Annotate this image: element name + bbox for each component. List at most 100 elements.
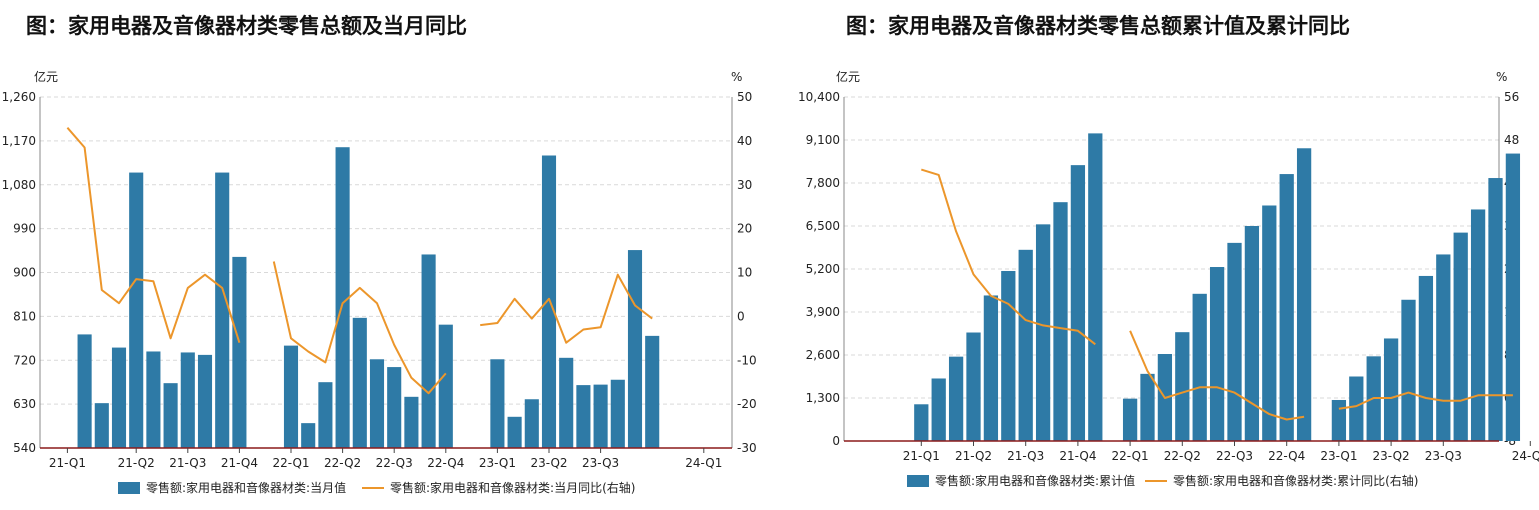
bar <box>1244 226 1260 441</box>
chart-title: 图：家用电器及音像器材类零售总额累计值及累计同比 <box>846 13 1350 38</box>
legend-swatch-bar <box>118 482 140 494</box>
bar <box>369 359 385 448</box>
bar <box>541 155 557 448</box>
bar <box>645 335 660 448</box>
y-tick-left: 3,900 <box>806 305 840 319</box>
x-tick-label: 22-Q4 <box>427 456 464 470</box>
x-tick-label: 23-Q1 <box>479 456 516 470</box>
chart-panel-monthly: 图：家用电器及音像器材类零售总额及当月同比 540 -30 630 -20 720 -10… <box>2 13 757 495</box>
bar <box>1070 165 1086 441</box>
line-series-segment <box>480 273 653 344</box>
x-tick-label: 22-Q2 <box>1164 449 1201 463</box>
bar <box>524 399 539 448</box>
y-tick-right: 40 <box>737 134 752 148</box>
y-tick-right: 50 <box>737 90 752 104</box>
x-tick-label: 22-Q3 <box>1216 449 1253 463</box>
x-tick-label: 23-Q2 <box>1373 449 1410 463</box>
bar <box>197 354 213 448</box>
y-tick-right: -20 <box>737 397 757 411</box>
bar <box>931 378 946 441</box>
bar <box>404 396 419 448</box>
x-tick-label: 21-Q2 <box>955 449 992 463</box>
y-tick-right: 10 <box>737 266 752 280</box>
y-tick-left: 7,800 <box>806 176 840 190</box>
bar <box>1053 202 1068 441</box>
y-tick-left: 5,200 <box>806 262 840 276</box>
bar <box>1453 232 1468 441</box>
bar <box>1436 254 1451 441</box>
y-tick-left: 0 <box>832 434 840 448</box>
bar <box>283 345 299 448</box>
y-tick-left: 1,300 <box>806 391 840 405</box>
bar <box>94 403 109 448</box>
x-tick-label: 22-Q3 <box>376 456 413 470</box>
y-tick-left: 10,400 <box>798 90 840 104</box>
bar <box>438 324 453 448</box>
x-tick-label: 24-Q1 <box>685 456 722 470</box>
bar <box>490 359 505 448</box>
y-unit-right: % <box>1496 70 1507 84</box>
bar <box>318 382 333 448</box>
line-series-segment <box>921 168 1096 346</box>
y-tick-left: 6,500 <box>806 219 840 233</box>
bar <box>559 357 574 448</box>
bar <box>1349 376 1364 441</box>
y-unit-left: 亿元 <box>34 69 58 84</box>
bar <box>1018 249 1033 441</box>
bar <box>111 347 127 448</box>
y-tick-left: 810 <box>13 309 36 323</box>
y-tick-left: 900 <box>13 266 36 280</box>
bar <box>1505 153 1521 442</box>
y-tick-left: 720 <box>13 353 36 367</box>
x-tick-label: 22-Q1 <box>1112 449 1149 463</box>
y-tick-left: 9,100 <box>806 133 840 147</box>
x-tick-label: 21-Q3 <box>169 456 206 470</box>
bar <box>232 256 247 448</box>
bar <box>335 147 350 448</box>
bar <box>1192 293 1207 441</box>
bar <box>1279 174 1294 442</box>
x-tick-label: 21-Q1 <box>903 449 940 463</box>
chart-title: 图：家用电器及音像器材类零售总额及当月同比 <box>26 13 467 38</box>
legend-swatch-bar <box>907 475 929 487</box>
y-tick-right: 30 <box>737 178 752 192</box>
y-tick-left: 1,170 <box>2 134 36 148</box>
y-tick-left: 1,260 <box>2 90 36 104</box>
x-tick-label: 21-Q2 <box>118 456 155 470</box>
x-tick-label: 22-Q4 <box>1268 449 1305 463</box>
x-tick-label: 23-Q3 <box>1425 449 1462 463</box>
bar <box>1488 178 1503 442</box>
bar <box>576 385 591 448</box>
bar <box>948 356 964 441</box>
y-unit-right: % <box>731 70 742 84</box>
y-tick-right: -30 <box>737 441 757 455</box>
y-tick-left: 990 <box>13 222 36 236</box>
y-unit-left: 亿元 <box>836 69 860 84</box>
bar <box>1175 332 1190 441</box>
x-tick-label: 22-Q1 <box>272 456 309 470</box>
bar <box>352 317 367 448</box>
bar <box>1401 299 1416 441</box>
bar <box>1001 270 1016 441</box>
bar <box>1140 373 1155 441</box>
bar <box>180 352 195 448</box>
y-tick-left: 1,080 <box>2 178 36 192</box>
legend-label-bar: 零售额:家用电器和音像器材类:累计值 <box>935 473 1135 488</box>
legend-label-line: 零售额:家用电器和音像器材类:累计同比(右轴) <box>1173 473 1418 488</box>
bar <box>1209 267 1225 441</box>
bar <box>966 332 981 441</box>
chart-panel-cumulative: 图：家用电器及音像器材类零售总额累计值及累计同比 0-81,30002,6008… <box>770 0 1539 510</box>
x-tick-label: 23-Q2 <box>530 456 567 470</box>
x-tick-label: 22-Q2 <box>324 456 361 470</box>
bar <box>301 423 316 448</box>
bar <box>1035 224 1051 441</box>
bar <box>1088 133 1103 441</box>
bar <box>77 334 92 448</box>
line-series-segment <box>1338 391 1513 410</box>
y-tick-right: 0 <box>737 309 745 323</box>
y-tick-left: 630 <box>13 397 36 411</box>
y-tick-right: -10 <box>737 353 757 367</box>
x-tick-label: 24-Q1 <box>1512 449 1539 463</box>
bar <box>387 367 402 448</box>
x-tick-label: 21-Q3 <box>1007 449 1044 463</box>
